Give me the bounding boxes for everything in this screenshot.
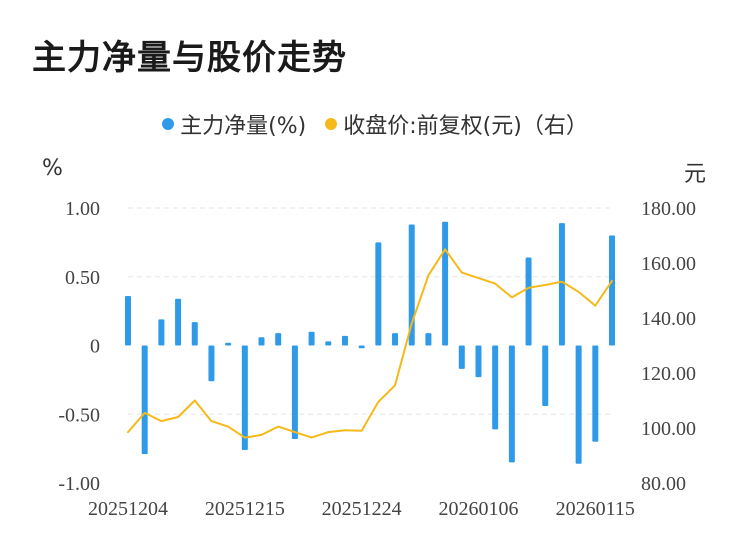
- net-flow-bar: [325, 341, 332, 346]
- net-flow-bar: [508, 345, 515, 463]
- net-flow-bar: [141, 345, 148, 455]
- right-axis-tick-label: 80.00: [641, 473, 686, 495]
- net-flow-bar: [175, 298, 182, 346]
- right-axis-tick-label: 160.00: [641, 253, 696, 275]
- net-flow-bar: [458, 345, 465, 369]
- net-flow-bar: [408, 224, 415, 346]
- net-flow-bar: [592, 345, 599, 442]
- net-flow-bar: [558, 223, 565, 346]
- net-flow-bar: [158, 319, 165, 346]
- net-flow-bar: [609, 235, 615, 346]
- right-axis-tick-label: 120.00: [641, 363, 696, 385]
- right-axis-tick-label: 180.00: [641, 198, 696, 220]
- net-flow-bar: [125, 296, 131, 346]
- x-axis-tick-label: 20260106: [438, 498, 518, 520]
- net-flow-bar: [241, 345, 248, 450]
- x-axis-tick-label: 20251204: [88, 498, 168, 520]
- net-flow-bar: [492, 345, 499, 430]
- net-flow-bar: [425, 333, 432, 346]
- net-flow-bar: [291, 345, 298, 439]
- net-flow-bar: [442, 221, 449, 346]
- legend-line-marker-icon: [325, 118, 338, 130]
- net-flow-bar: [225, 342, 232, 346]
- legend-label-net-flow: 主力净量(%): [180, 114, 307, 139]
- net-flow-bar: [308, 331, 315, 346]
- right-axis-tick-label: 140.00: [641, 308, 696, 330]
- left-axis-tick-label: -1.00: [58, 473, 100, 495]
- net-flow-bar: [475, 345, 482, 378]
- left-axis-tick-label: 1.00: [65, 198, 100, 220]
- net-flow-bar: [208, 345, 215, 382]
- chart-title: 主力净量与股价走势: [32, 38, 347, 78]
- legend-item-net-flow[interactable]: 主力净量(%): [162, 108, 306, 140]
- legend: 主力净量(%) 收盘价:前复权(元)（右）: [0, 108, 750, 140]
- net-flow-bar: [191, 322, 198, 346]
- close-price-line: [127, 248, 613, 439]
- net-flow-bar: [375, 242, 382, 346]
- right-axis-tick-label: 100.00: [641, 418, 696, 440]
- net-flow-bar: [275, 333, 282, 346]
- x-axis-tick-label: 20260115: [556, 498, 635, 520]
- net-flow-bar: [575, 345, 582, 464]
- net-flow-bar: [525, 257, 532, 346]
- legend-label-close-price: 收盘价:前复权(元)（右）: [343, 114, 588, 139]
- left-axis-tick-label: -0.50: [58, 404, 100, 426]
- left-axis-tick-label: 0.50: [65, 267, 100, 289]
- net-flow-bar: [358, 345, 365, 349]
- legend-item-close-price[interactable]: 收盘价:前复权(元)（右）: [325, 108, 588, 140]
- net-flow-bar: [341, 335, 348, 346]
- net-flow-bar: [258, 337, 265, 346]
- net-flow-bar: [392, 333, 399, 346]
- left-axis-unit: %: [42, 156, 63, 181]
- left-axis-tick-label: 0: [90, 336, 100, 358]
- x-axis-tick-label: 20251215: [205, 498, 285, 520]
- legend-bar-marker-icon: [162, 118, 175, 130]
- right-axis-unit: 元: [684, 162, 707, 187]
- x-axis-tick-label: 20251224: [322, 498, 402, 520]
- net-flow-bar: [542, 345, 549, 406]
